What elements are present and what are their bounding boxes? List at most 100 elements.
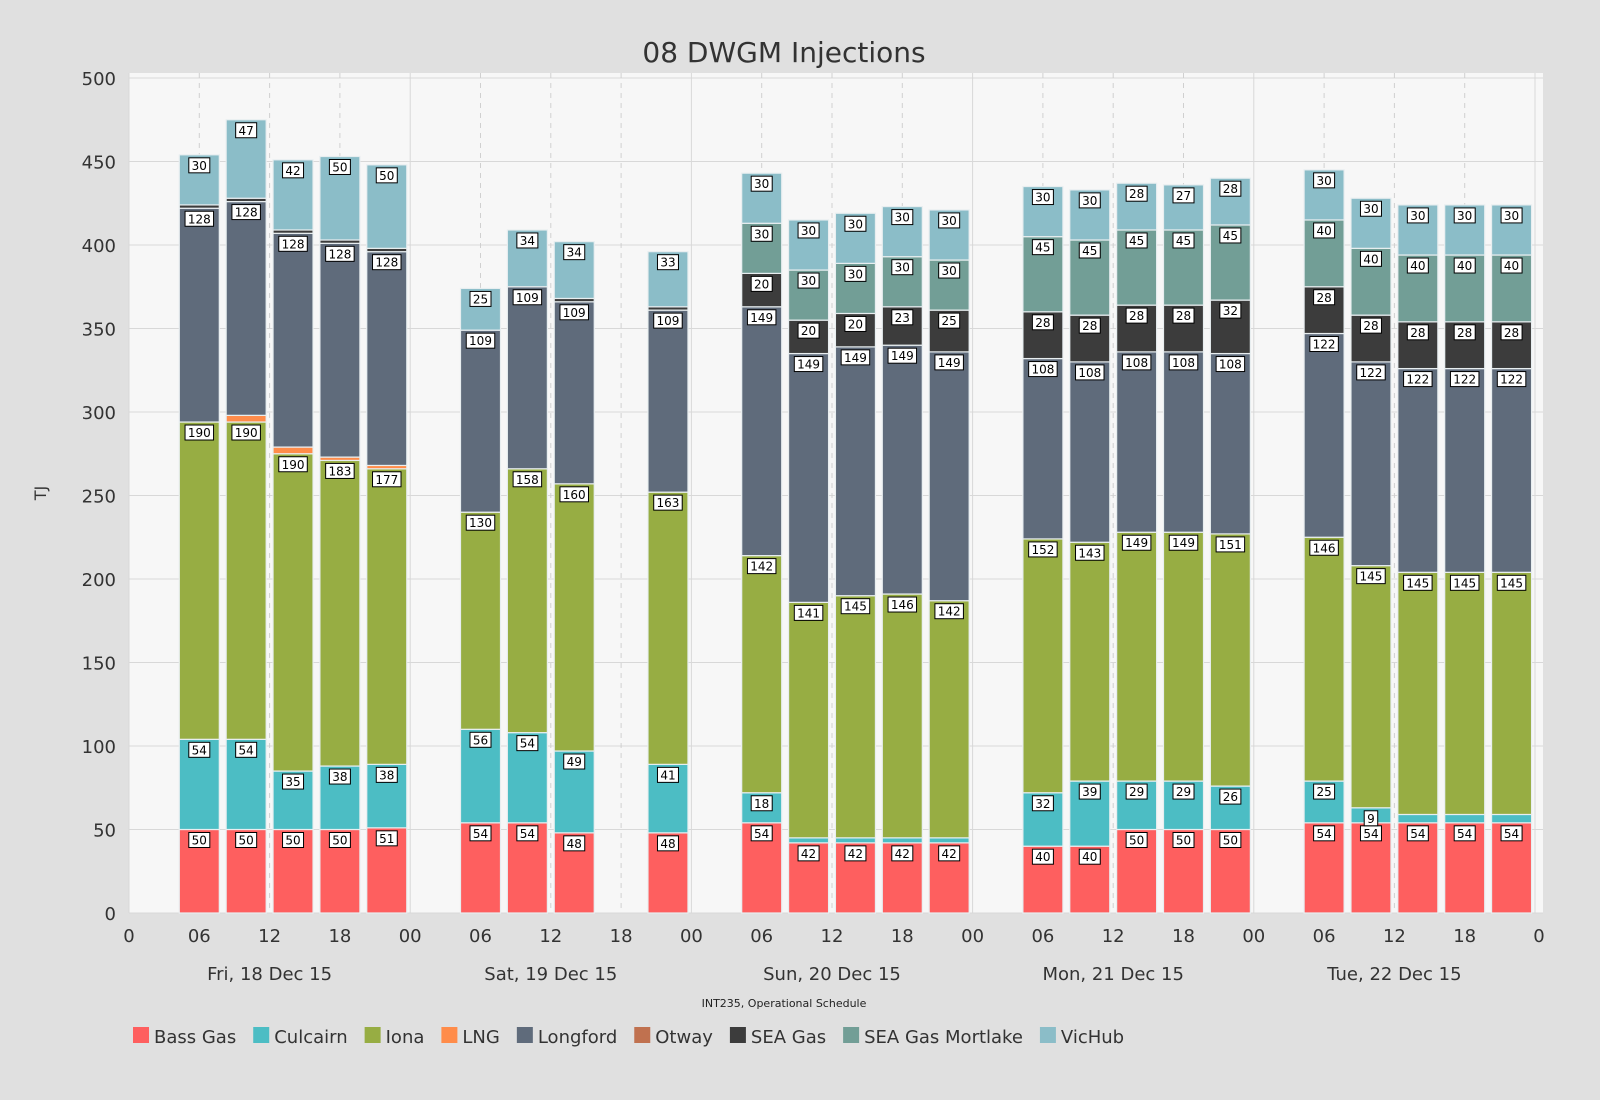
bar-segment-vichub[interactable] xyxy=(647,251,689,308)
legend-item-vichub[interactable]: VicHub xyxy=(1039,1027,1124,1048)
legend-item-otway[interactable]: Otway xyxy=(634,1027,713,1048)
data-label: 54 xyxy=(1410,827,1425,841)
legend-item-sea-gas[interactable]: SEA Gas xyxy=(729,1027,826,1048)
data-label: 108 xyxy=(1172,356,1195,370)
bar-segment-iona[interactable] xyxy=(881,593,923,839)
data-label: 163 xyxy=(657,496,680,510)
bar-segment-iona[interactable] xyxy=(1303,536,1345,782)
bar-segment-longford[interactable] xyxy=(225,200,267,416)
bar-segment-iona[interactable] xyxy=(553,483,595,752)
x-tick-label: 06 xyxy=(750,926,773,947)
data-label: 145 xyxy=(1406,576,1429,590)
x-tick-label: 18 xyxy=(328,926,351,947)
bar-segment-iona[interactable] xyxy=(1444,571,1486,816)
data-label-box xyxy=(188,741,211,758)
x-tick-label: 18 xyxy=(1453,926,1476,947)
legend-item-iona[interactable]: Iona xyxy=(364,1027,425,1048)
bar-segment-longford[interactable] xyxy=(459,329,502,513)
bar-segment-iona[interactable] xyxy=(1490,571,1533,816)
data-label-box xyxy=(1028,361,1058,378)
bar-segment-culcairn[interactable] xyxy=(1397,813,1439,824)
bar-segment-longford[interactable] xyxy=(928,351,970,602)
data-label-box xyxy=(1031,239,1054,256)
bar-segment-iona[interactable] xyxy=(647,491,689,765)
bar-segment-iona[interactable] xyxy=(1397,571,1439,816)
data-label-box xyxy=(1219,302,1242,319)
legend-item-sea-gas-mortlake[interactable]: SEA Gas Mortlake xyxy=(843,1027,1023,1048)
bar-segment-longford[interactable] xyxy=(1022,357,1064,540)
bar-segment-longford[interactable] xyxy=(647,309,689,493)
bar-segment-vichub[interactable] xyxy=(1069,189,1111,241)
bar-segment-longford[interactable] xyxy=(506,286,548,470)
bar-segment-longford[interactable] xyxy=(834,346,877,597)
bar-segment-longford[interactable] xyxy=(178,207,220,423)
bar-segment-culcairn[interactable] xyxy=(928,837,970,844)
bar-segment-iona[interactable] xyxy=(459,511,502,730)
bar-segment-longford[interactable] xyxy=(1350,361,1392,567)
data-label-box xyxy=(1313,172,1336,189)
data-label-box xyxy=(372,471,402,488)
data-label: 30 xyxy=(942,214,957,228)
bar-segment-iona[interactable] xyxy=(741,555,783,794)
bar-segment-culcairn[interactable] xyxy=(834,837,877,844)
data-label: 149 xyxy=(750,311,773,325)
bar-segment-longford[interactable] xyxy=(1209,352,1251,535)
data-label: 54 xyxy=(520,827,535,841)
bar-segment-culcairn[interactable] xyxy=(1444,813,1486,824)
bar-segment-longford[interactable] xyxy=(272,232,314,448)
bar-segment-iona[interactable] xyxy=(1162,531,1205,782)
bar-segment-iona[interactable] xyxy=(1022,538,1064,794)
bar-segment-lng[interactable] xyxy=(225,414,267,423)
bar-segment-sea-gas-mortlake[interactable] xyxy=(1303,219,1345,288)
legend-item-lng[interactable]: LNG xyxy=(441,1027,500,1048)
bar-segment-longford[interactable] xyxy=(366,251,408,467)
bar-segment-longford[interactable] xyxy=(1069,361,1111,543)
bar-segment-longford[interactable] xyxy=(1116,351,1158,533)
data-label: 54 xyxy=(520,737,535,751)
data-label-box xyxy=(231,424,261,441)
bar-segment-iona[interactable] xyxy=(1069,541,1111,782)
legend-item-culcairn[interactable]: Culcairn xyxy=(253,1027,348,1048)
bar-segment-longford[interactable] xyxy=(1303,332,1345,538)
bar-segment-lng[interactable] xyxy=(272,446,314,455)
bar-segment-bass-gas[interactable] xyxy=(1162,828,1205,914)
bar-segment-iona[interactable] xyxy=(272,453,314,772)
bar-segment-iona[interactable] xyxy=(834,595,877,839)
data-label: 50 xyxy=(379,169,394,183)
data-label: 28 xyxy=(1082,319,1097,333)
bar-segment-iona[interactable] xyxy=(1350,565,1392,809)
bar-segment-iona[interactable] xyxy=(225,421,267,740)
data-label: 54 xyxy=(1457,827,1472,841)
bar-segment-longford[interactable] xyxy=(881,344,923,595)
data-label-box xyxy=(750,275,773,292)
bar-segment-iona[interactable] xyxy=(787,601,830,839)
bar-segment-iona[interactable] xyxy=(319,459,361,767)
data-label-box xyxy=(235,741,258,758)
bar-segment-longford[interactable] xyxy=(1162,351,1205,533)
bar-segment-culcairn[interactable] xyxy=(881,837,923,844)
bar-segment-longford[interactable] xyxy=(1444,367,1486,573)
data-label: 50 xyxy=(332,160,347,174)
bar-segment-longford[interactable] xyxy=(787,352,830,603)
data-label: 47 xyxy=(239,124,254,138)
legend-item-bass-gas[interactable]: Bass Gas xyxy=(133,1027,236,1048)
bar-segment-iona[interactable] xyxy=(1116,531,1158,782)
data-label-box xyxy=(1453,207,1476,224)
x-tick-label: 12 xyxy=(539,926,562,947)
bar-segment-longford[interactable] xyxy=(1490,367,1533,573)
bar-segment-longford[interactable] xyxy=(741,306,783,557)
data-label: 28 xyxy=(1176,309,1191,323)
bar-segment-longford[interactable] xyxy=(553,301,595,485)
bar-segment-longford[interactable] xyxy=(1397,367,1439,573)
bar-segment-iona[interactable] xyxy=(366,468,408,765)
bar-segment-longford[interactable] xyxy=(319,242,361,458)
bar-segment-iona[interactable] xyxy=(178,421,220,740)
legend-item-longford[interactable]: Longford xyxy=(516,1027,617,1048)
bar-segment-bass-gas[interactable] xyxy=(1116,828,1158,914)
bar-segment-culcairn[interactable] xyxy=(1490,813,1533,824)
bar-segment-culcairn[interactable] xyxy=(787,837,830,844)
bar-segment-iona[interactable] xyxy=(506,468,548,734)
bar-segment-iona[interactable] xyxy=(928,600,970,839)
bar-segment-iona[interactable] xyxy=(1209,533,1251,787)
data-label-box xyxy=(278,235,308,252)
